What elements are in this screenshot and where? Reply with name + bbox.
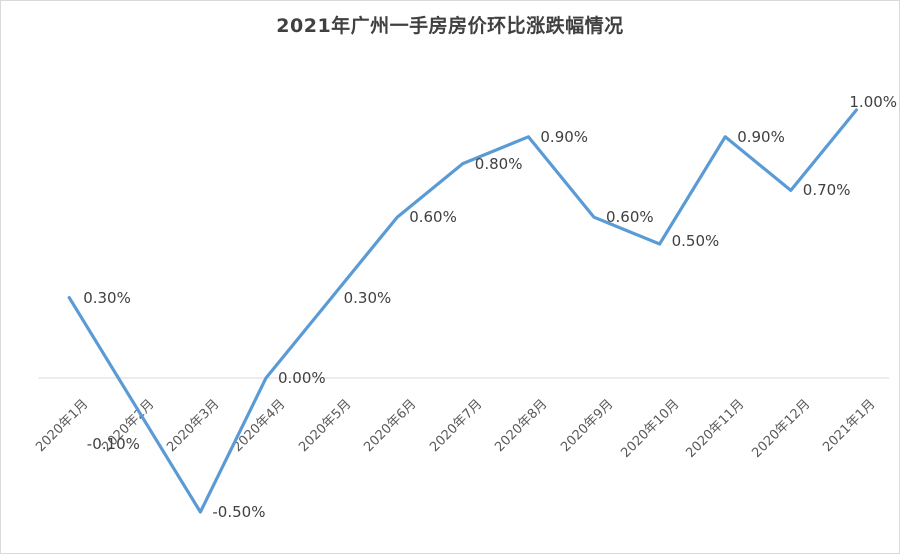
data-label: 0.60% (606, 208, 654, 227)
data-label: 0.90% (540, 127, 589, 146)
data-label: 1.00% (849, 93, 898, 111)
chart-title: 2021年广州一手房房价环比涨跌幅情况 (276, 15, 624, 37)
data-label: 0.30% (343, 288, 392, 307)
data-label: -0.10% (86, 434, 140, 453)
price-line (67, 108, 859, 514)
data-label: 0.00% (278, 369, 326, 387)
data-label: 0.70% (802, 181, 851, 200)
data-label: 0.30% (83, 288, 131, 307)
data-label: -0.50% (212, 503, 266, 521)
data-label: 0.90% (737, 127, 785, 146)
data-label: 0.50% (671, 232, 720, 250)
data-label: 0.60% (409, 208, 457, 227)
data-label: 0.80% (474, 154, 523, 173)
